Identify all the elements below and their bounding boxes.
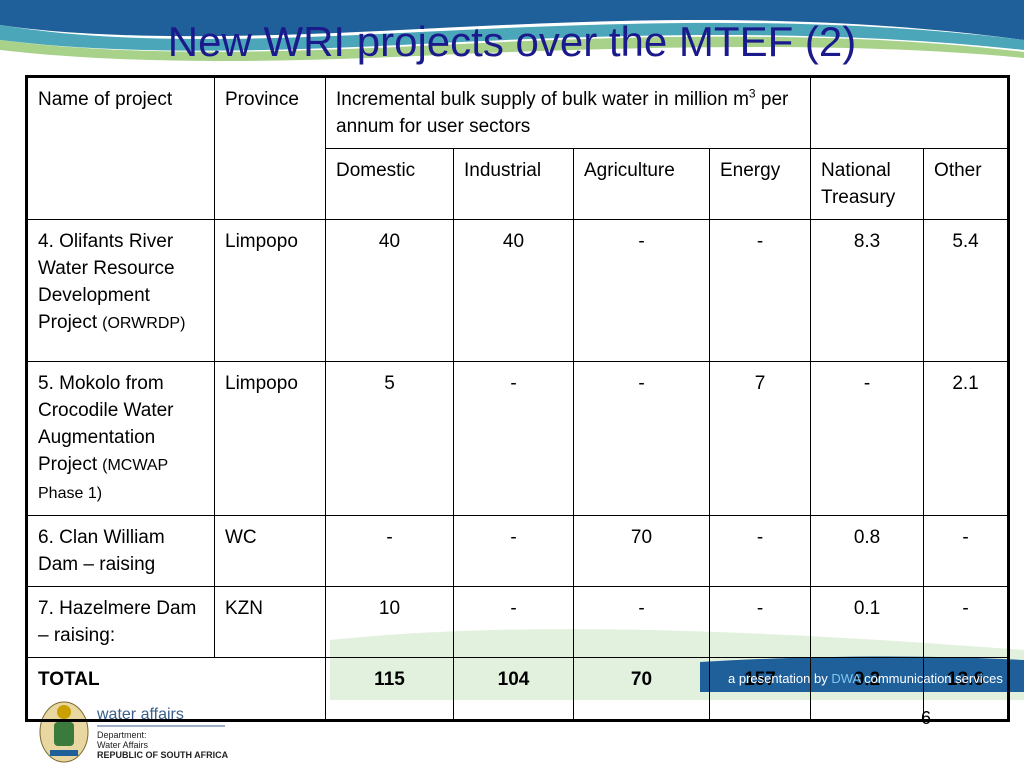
department-line: Water Affairs	[97, 740, 149, 750]
total-cell: 13.6	[923, 657, 1010, 721]
value-cell: 10	[325, 586, 454, 658]
credit-text: communication services	[860, 671, 1003, 686]
table-row: 5. Mokolo from Crocodile Water Augmentat…	[26, 361, 1010, 516]
top-wave-green	[0, 36, 1024, 61]
value-cell: -	[810, 361, 925, 516]
project-cell: 6. Clan William Dam – raising	[26, 515, 215, 587]
header-cell: Province	[214, 76, 326, 220]
project-cell: 7. Hazelmere Dam – raising:	[26, 586, 215, 658]
credit: a presentation by DWA communication serv…	[728, 671, 1003, 686]
header-cell: Energy	[708, 148, 812, 220]
total-cell: 115	[325, 657, 454, 721]
department-line: Department:	[97, 730, 147, 740]
value-cell: 0.1	[810, 586, 925, 658]
value-cell: -	[453, 361, 574, 516]
value-cell: -	[708, 219, 812, 362]
total-label: TOTAL	[26, 657, 326, 721]
header-cell	[810, 76, 1010, 149]
value-cell: 70	[573, 515, 710, 587]
value-cell: -	[453, 515, 574, 587]
total-cell: 9.2	[810, 657, 925, 721]
project-name: 4. Olifants River Water Resource Develop…	[38, 231, 175, 333]
project-name: 5. Mokolo from Crocodile Water Augmentat…	[38, 373, 174, 475]
value-cell: 2.1	[923, 361, 1010, 516]
header-text: Incremental bulk supply of bulk water in…	[336, 89, 749, 110]
value-cell: 5.4	[923, 219, 1010, 362]
header-row: Domestic Industrial Agriculture Energy Natio…	[27, 148, 1010, 220]
header-text: per annum for user sectors	[336, 89, 789, 137]
slide-title: New WRI projects over the MTEF (2)	[167, 18, 857, 65]
total-cell: 70	[573, 657, 710, 721]
province-cell: WC	[214, 515, 326, 587]
value-cell: -	[573, 586, 710, 658]
superscript: 3	[748, 86, 756, 101]
credit-text: DWA	[831, 671, 861, 686]
project-name: 6. Clan William Dam – raising	[38, 527, 165, 575]
credit-text: a presentation by	[728, 671, 832, 686]
value-cell: -	[453, 586, 574, 658]
top-wave-teal	[0, 22, 1024, 51]
table-row: 6. Clan William Dam – raising WC - -70-0.8-	[26, 515, 1010, 587]
value-cell: -	[923, 515, 1010, 587]
header-cell: Domestic	[325, 148, 454, 220]
value-cell: 0.8	[810, 515, 925, 587]
total-cell: 157	[708, 657, 812, 721]
brand: water affairs	[97, 706, 184, 723]
value-cell: 40	[325, 219, 454, 362]
project-note: (ORWRDP)	[102, 315, 186, 332]
header-cell: Other	[923, 148, 1010, 220]
value-cell: -	[708, 586, 812, 658]
value-cell: 8.3	[810, 219, 925, 362]
header-cell: Agriculture	[573, 148, 710, 220]
value-cell: 7	[708, 361, 812, 516]
value-cell: -	[708, 515, 812, 587]
project-cell: 4. Olifants River Water Resource Develop…	[26, 219, 215, 362]
province-cell: Limpopo	[214, 361, 326, 516]
total-cell: 104	[453, 657, 574, 721]
department-line: REPUBLIC OF SOUTH AFRICA	[97, 750, 229, 760]
value-cell: -	[573, 361, 710, 516]
province-cell: Limpopo	[214, 219, 326, 362]
value-cell: -	[573, 219, 710, 362]
table-row: 7. Hazelmere Dam – raising: KZN 10- - -0.1-	[26, 586, 1010, 658]
table-row: 4. Olifants River Water Resource Develop…	[26, 219, 1010, 362]
total-row: TOTAL 115 104 70 157 9.2 13.6	[26, 657, 1010, 721]
page-number: 6	[921, 708, 932, 728]
project-note: (MCWAP Phase 1)	[38, 457, 168, 502]
table-body: Name of project Province Incremental bul…	[26, 76, 1010, 721]
project-name: 7. Hazelmere Dam – raising:	[38, 598, 197, 646]
top-wave	[0, 0, 1024, 40]
value-cell: 5	[325, 361, 454, 516]
header-cell: Incremental bulk supply of bulk water in…	[324, 76, 812, 149]
province-cell: KZN	[214, 586, 326, 658]
value-cell: -	[325, 515, 454, 587]
value-cell: -	[923, 586, 1010, 658]
value-cell: 40	[453, 219, 574, 362]
header-cell: Industrial	[453, 148, 574, 220]
projects-table: Name of project Province Incremental bul…	[25, 75, 1011, 722]
header-cell: National Treasury	[810, 148, 925, 220]
department: Department: Water Affairs REPUBLIC OF SO…	[97, 730, 228, 760]
project-cell: 5. Mokolo from Crocodile Water Augmentat…	[26, 361, 215, 516]
header-row: Name of project Province Incremental bul…	[26, 76, 1010, 220]
header-cell: Name of project	[26, 76, 215, 220]
